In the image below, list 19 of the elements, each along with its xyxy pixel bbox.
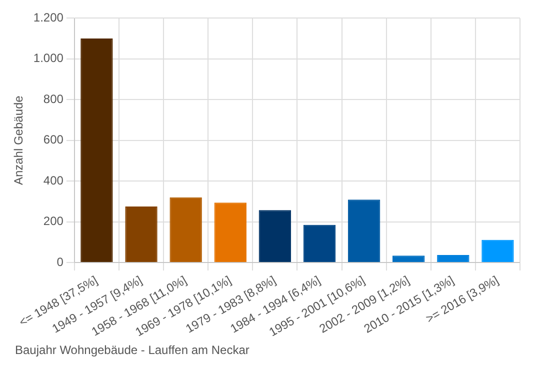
bar: [80, 38, 113, 262]
text: Baujahr Wohngebäude - Lauffen am Neckar: [15, 343, 250, 357]
bar: [170, 197, 202, 262]
y-tick-label: 400: [43, 173, 64, 188]
y-tick-label: 1.200: [33, 10, 64, 25]
bar: [214, 202, 246, 262]
bar: [348, 200, 380, 262]
bar: [392, 256, 425, 262]
bar: [482, 240, 514, 262]
y-tick-label: 800: [43, 92, 64, 106]
y-axis-title: Anzahl Gebäude: [12, 95, 26, 186]
y-tick-label: 600: [43, 132, 64, 147]
bar: [125, 206, 158, 262]
y-tick-label: 200: [43, 214, 64, 228]
y-tick-label: 1.000: [33, 51, 64, 66]
bar: [258, 210, 292, 262]
y-tick-label: 0: [56, 254, 64, 269]
bar: [303, 224, 336, 262]
bar: [437, 254, 470, 262]
